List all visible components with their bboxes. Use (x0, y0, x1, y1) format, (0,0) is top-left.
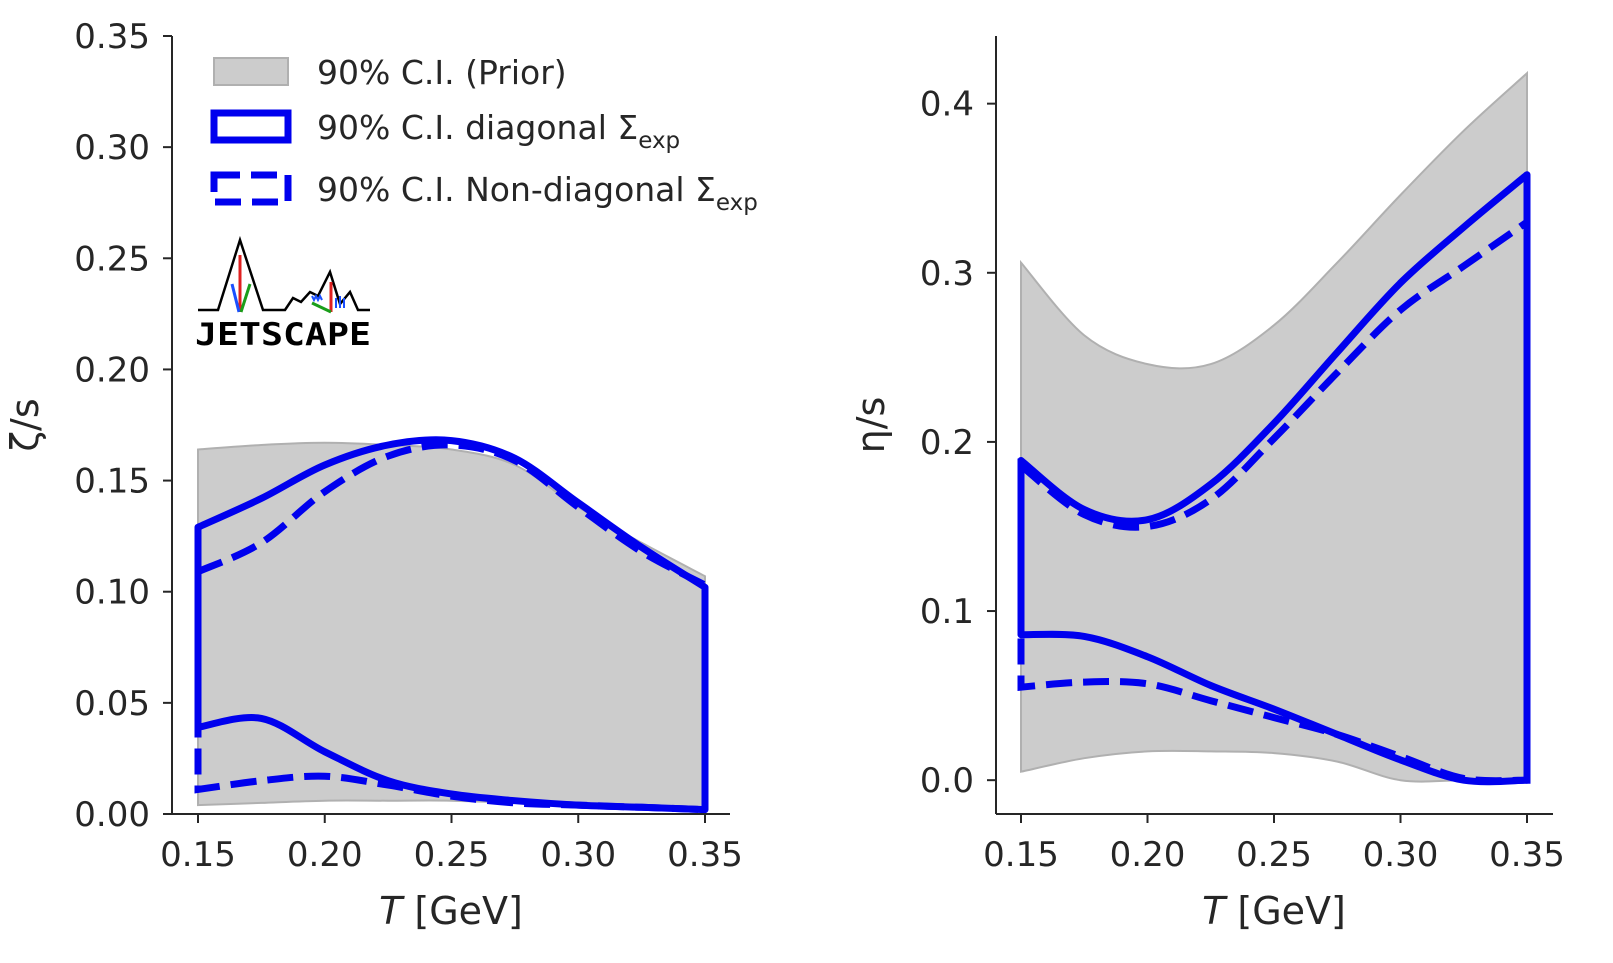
bulk-y-tick-label: 0.30 (74, 128, 150, 168)
shear-x-tick-label: 0.15 (983, 835, 1059, 875)
bulk-x-tick-label: 0.30 (540, 835, 616, 875)
legend-diagonal-label: 90% C.I. diagonal Σexp (317, 108, 680, 154)
legend: 90% C.I. (Prior) 90% C.I. diagonal Σexp … (210, 53, 758, 216)
shear-y-tick-label: 0.1 (920, 592, 974, 632)
shear-x-tick-label: 0.30 (1363, 835, 1439, 875)
shear-y-tick-label: 0.0 (920, 761, 974, 801)
legend-diagonal-sub: exp (638, 128, 680, 154)
bulk-x-tick-label: 0.25 (414, 835, 490, 875)
shear-bands (1017, 70, 1531, 786)
logo-mountains (198, 235, 370, 312)
logo-shower-1 (311, 293, 323, 303)
bulk-y-tick-label: 0.05 (74, 684, 150, 724)
shear-x-label-var: T (1202, 889, 1228, 933)
shear-y-label: η/s (849, 397, 893, 454)
legend-nondiagonal-sub: exp (716, 190, 758, 216)
bulk-x-label: T [GeV] (379, 889, 523, 933)
bulk-y-tick-label: 0.15 (74, 462, 150, 502)
legend-prior-swatch (213, 57, 289, 86)
bulk-y-tick-label: 0.35 (74, 17, 150, 57)
bulk-nondiagonal-band (194, 441, 709, 814)
bulk-y-tick-label: 0.20 (74, 350, 150, 390)
shear-x-tick-label: 0.35 (1489, 835, 1565, 875)
shear-y-tick-label: 0.3 (920, 254, 974, 294)
logo-green-jet-2 (311, 301, 332, 314)
legend-nondiagonal-swatch (210, 171, 292, 206)
bulk-x-tick-label: 0.20 (287, 835, 363, 875)
bulk-y-tick-label: 0.00 (74, 795, 150, 835)
bulk-x-tick-label: 0.15 (160, 835, 236, 875)
legend-nondiagonal-label: 90% C.I. Non-diagonal Σexp (317, 170, 758, 216)
legend-diagonal-text: 90% C.I. diagonal Σ (317, 108, 638, 147)
jetscape-logo: JETSCAPE (195, 235, 371, 353)
shear-x-tick-label: 0.25 (1236, 835, 1312, 875)
bulk-y-label: ζ/s (3, 398, 47, 451)
bulk-x-label-var: T (379, 889, 405, 933)
shear-nondiagonal-band (1017, 215, 1531, 785)
legend-nondiagonal-text: 90% C.I. Non-diagonal Σ (317, 170, 716, 209)
shear-x-tick-label: 0.20 (1110, 835, 1186, 875)
bulk-y-tick-label: 0.10 (74, 573, 150, 613)
shear-y-tick-label: 0.4 (920, 85, 974, 125)
legend-prior-label: 90% C.I. (Prior) (317, 53, 567, 92)
shear-x-label: T [GeV] (1202, 889, 1346, 933)
bulk-viscosity-panel: 0.00 0.05 0.10 0.15 0.20 0.25 0.30 0.35 0.15 0.2… (3, 17, 758, 933)
logo-blue-jet (230, 283, 241, 313)
shear-y-tick-label: 0.2 (920, 423, 974, 463)
bulk-diagonal-band (194, 436, 709, 814)
legend-diagonal-swatch (210, 109, 292, 144)
logo-shower-2 (335, 296, 345, 308)
bulk-x-ticks: 0.15 0.20 0.25 0.30 0.35 (160, 814, 743, 875)
bulk-x-tick-label: 0.35 (667, 835, 743, 875)
shear-y-ticks: 0.0 0.1 0.2 0.3 0.4 (920, 85, 996, 801)
shear-x-ticks: 0.15 0.20 0.25 0.30 0.35 (983, 814, 1565, 875)
shear-viscosity-panel: 0.0 0.1 0.2 0.3 0.4 0.15 0.20 0.25 0.30 0.35 T [… (849, 36, 1565, 933)
shear-x-label-unit: [GeV] (1225, 889, 1346, 933)
bulk-y-ticks: 0.00 0.05 0.10 0.15 0.20 0.25 0.30 0.35 (74, 17, 172, 835)
shear-diagonal-band (1017, 171, 1531, 786)
bulk-x-label-unit: [GeV] (402, 889, 523, 933)
logo-text: JETSCAPE (195, 317, 371, 353)
bulk-y-tick-label: 0.25 (74, 239, 150, 279)
bulk-bands (194, 436, 709, 814)
bulk-prior-band (197, 441, 706, 811)
logo-green-jet (239, 283, 252, 313)
